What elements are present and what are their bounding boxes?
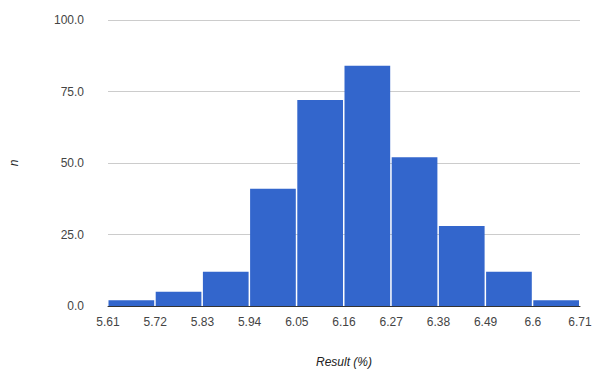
svg-text:5.94: 5.94 (238, 315, 262, 329)
svg-text:25.0: 25.0 (61, 228, 85, 242)
svg-text:6.16: 6.16 (332, 315, 356, 329)
svg-text:0.0: 0.0 (67, 299, 84, 313)
svg-text:6.49: 6.49 (474, 315, 498, 329)
svg-text:6.38: 6.38 (427, 315, 451, 329)
svg-text:50.0: 50.0 (61, 156, 85, 170)
svg-text:n: n (7, 159, 21, 166)
svg-text:Result (%): Result (%) (316, 355, 372, 369)
svg-text:6.71: 6.71 (568, 315, 592, 329)
svg-text:100.0: 100.0 (54, 13, 84, 27)
svg-text:5.83: 5.83 (191, 315, 215, 329)
svg-text:75.0: 75.0 (61, 85, 85, 99)
svg-text:6.27: 6.27 (380, 315, 404, 329)
svg-text:5.61: 5.61 (96, 315, 120, 329)
svg-text:5.72: 5.72 (144, 315, 168, 329)
svg-text:6.05: 6.05 (285, 315, 309, 329)
svg-text:6.6: 6.6 (524, 315, 541, 329)
